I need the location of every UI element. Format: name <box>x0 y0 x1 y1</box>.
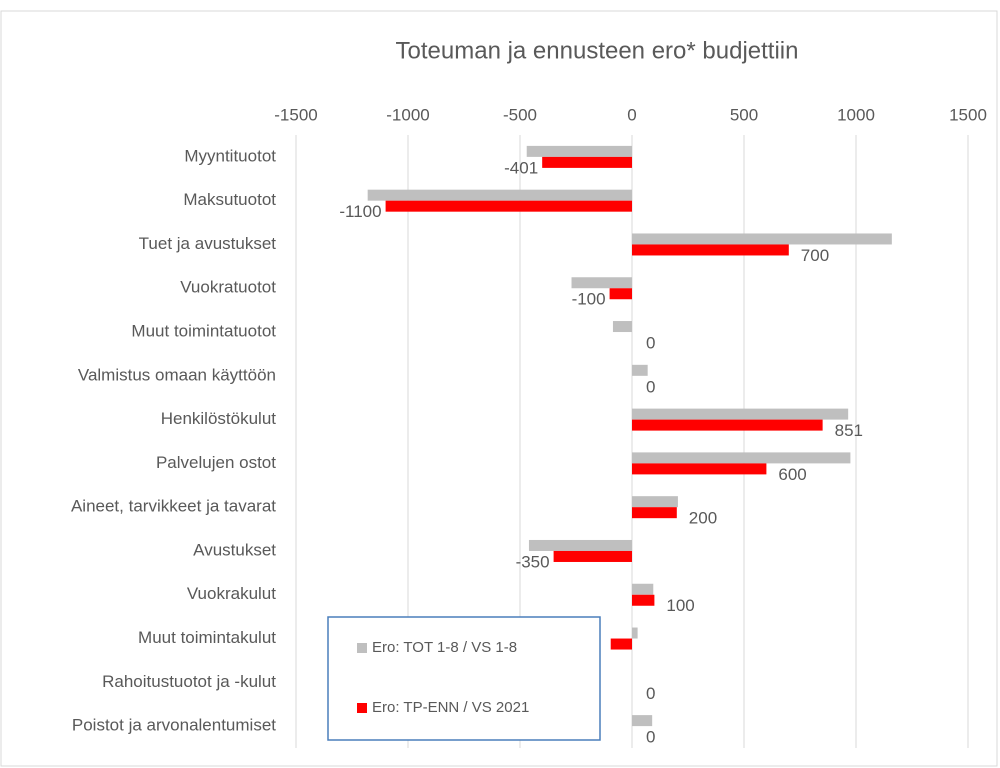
bar <box>632 419 823 431</box>
legend-box <box>327 616 601 741</box>
bar <box>632 507 677 519</box>
data-label: -350 <box>516 552 550 571</box>
y-tick-label: Tuet ja avustukset <box>139 234 277 253</box>
legend-label: Ero: TP-ENN / VS 2021 <box>372 699 529 716</box>
bar <box>367 189 632 201</box>
x-tick-label: 500 <box>730 105 758 124</box>
data-label: 0 <box>646 377 655 396</box>
data-label: 200 <box>689 509 717 528</box>
bar <box>632 463 767 475</box>
y-tick-label: Maksutuotot <box>183 190 276 209</box>
y-tick-label: Poistot ja arvonalentumiset <box>72 716 276 735</box>
y-tick-label: Muut toimintatuotot <box>131 322 276 341</box>
data-label: -1100 <box>339 202 381 221</box>
x-tick-label: 1000 <box>837 105 875 124</box>
y-tick-label: Myyntituotot <box>184 146 276 165</box>
bar <box>632 233 892 245</box>
bar <box>632 364 648 376</box>
bar <box>632 244 789 256</box>
bar <box>632 408 849 420</box>
bar <box>528 539 632 551</box>
bar <box>385 200 632 212</box>
y-tick-label: Henkilöstökulut <box>161 409 277 428</box>
data-label: 0 <box>646 334 655 353</box>
data-label: 0 <box>646 728 655 747</box>
data-label: -100 <box>572 290 606 309</box>
y-tick-label: Aineet, tarvikkeet ja tavarat <box>71 497 276 516</box>
bar <box>632 594 655 606</box>
bar <box>553 550 632 562</box>
data-label: 851 <box>835 421 863 440</box>
data-label: 600 <box>778 465 806 484</box>
data-label: -401 <box>504 158 538 177</box>
data-label: 0 <box>646 684 655 703</box>
data-label: 100 <box>666 596 694 615</box>
bar <box>632 496 678 508</box>
data-label: 700 <box>801 246 829 265</box>
y-tick-label: Vuokrakulut <box>187 584 276 603</box>
legend-swatch <box>357 643 367 653</box>
legend-swatch <box>357 703 367 713</box>
bar <box>632 452 851 464</box>
y-tick-label: Rahoitustuotot ja -kulut <box>102 672 276 691</box>
y-tick-label: Vuokratuotot <box>180 278 276 297</box>
y-tick-label: Valmistus omaan käyttöön <box>78 365 276 384</box>
bar <box>632 627 638 639</box>
x-tick-label: -500 <box>503 105 537 124</box>
y-tick-label: Avustukset <box>193 540 276 559</box>
bar <box>609 288 632 300</box>
x-tick-label: 1500 <box>949 105 987 124</box>
bar <box>612 321 632 333</box>
y-tick-label: Muut toimintakulut <box>138 628 276 647</box>
x-tick-label: 0 <box>627 105 636 124</box>
bar <box>526 145 632 157</box>
bar <box>571 277 632 289</box>
x-tick-label: -1500 <box>274 105 317 124</box>
bar <box>610 638 632 650</box>
x-tick-label: -1000 <box>386 105 429 124</box>
bar <box>632 715 653 727</box>
legend-label: Ero: TOT 1-8 / VS 1-8 <box>372 639 517 656</box>
chart-title: Toteuman ja ennusteen ero* budjettiin <box>396 37 799 64</box>
bar <box>632 583 654 595</box>
bar <box>542 156 632 168</box>
y-tick-label: Palvelujen ostot <box>156 453 276 472</box>
